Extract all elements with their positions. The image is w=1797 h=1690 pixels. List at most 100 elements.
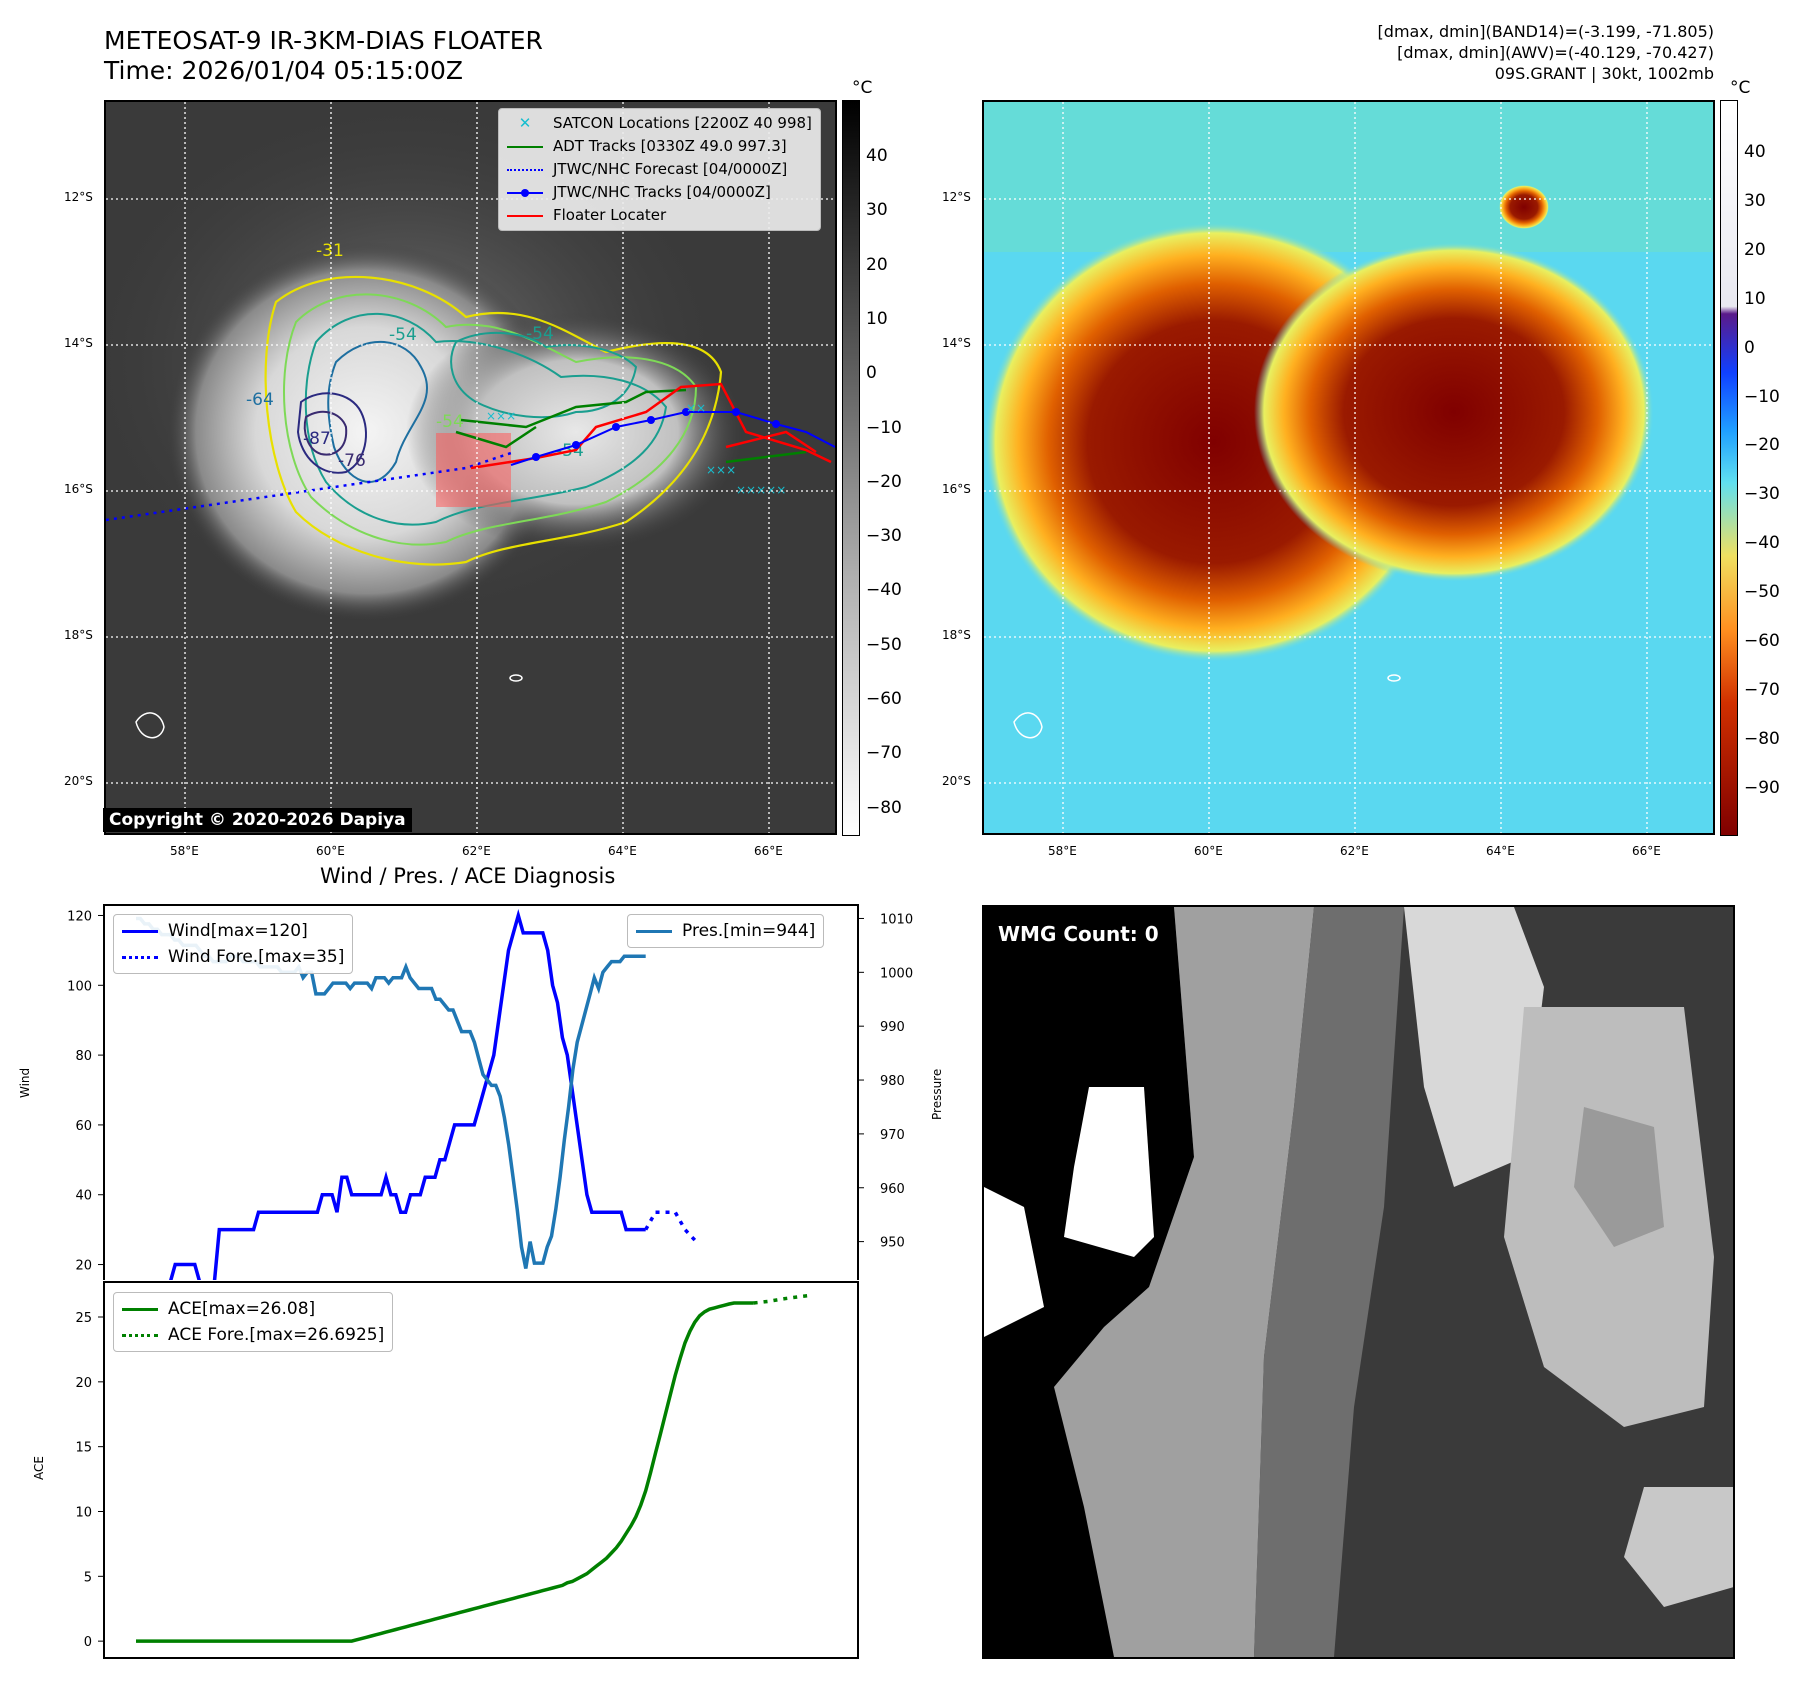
legend-item-wind-forecast: Wind Fore.[max=35]: [122, 944, 344, 970]
ir-colorbar-unit: °C: [852, 78, 873, 98]
ace-tick-label: 15: [75, 1441, 92, 1456]
pressure-tick-label: 980: [880, 1074, 905, 1089]
ir-colorbar: [842, 100, 860, 836]
ace-tick-label: 25: [75, 1311, 92, 1326]
contour-label: -31: [316, 241, 344, 261]
longitude-label: 64°E: [608, 844, 637, 858]
colorbar-tick: −10: [866, 417, 902, 438]
colorbar-tick: −30: [866, 526, 902, 547]
pressure-legend: Pres.[min=944]: [627, 914, 825, 948]
svg-text:××: ××: [686, 401, 706, 415]
awv-colorbar-unit: °C: [1730, 78, 1751, 98]
wind-forecast-line: [644, 1210, 697, 1242]
diagnosis-title: Wind / Pres. / ACE Diagnosis: [320, 864, 616, 888]
pressure-tick-label: 970: [880, 1128, 905, 1143]
contour-label: -64: [246, 390, 274, 410]
legend-item-satcon: ✕ SATCON Locations [2200Z 40 998]: [507, 112, 812, 135]
awv-map-canvas: [984, 102, 1713, 833]
colorbar-tick: 20: [1744, 239, 1766, 260]
legend-label: ACE Fore.[max=26.6925]: [168, 1325, 385, 1345]
dotted-swatch-icon: [507, 168, 543, 171]
colorbar-tick: −90: [1744, 777, 1780, 798]
map-legend: ✕ SATCON Locations [2200Z 40 998] ADT Tra…: [498, 108, 821, 231]
wind-tick-label: 120: [67, 909, 92, 924]
ace-tick-label: 0: [84, 1635, 92, 1650]
legend-item-ace-forecast: ACE Fore.[max=26.6925]: [122, 1322, 384, 1348]
contour-label: -76: [338, 451, 366, 471]
wmg-count: WMG Count: 0: [998, 922, 1159, 946]
awv-colorbar: [1720, 100, 1738, 836]
svg-text:×××: ×××: [486, 409, 516, 423]
ace-legend: ACE[max=26.08] ACE Fore.[max=26.6925]: [113, 1292, 394, 1352]
ace-line: [136, 1301, 754, 1643]
ace-chart[interactable]: 0 5 10 15 20 25: [0, 1280, 980, 1670]
pressure-tick-label: 960: [880, 1182, 905, 1197]
colorbar-tick: −10: [1744, 386, 1780, 407]
line-swatch-icon: [636, 929, 672, 933]
longitude-label: 64°E: [1486, 844, 1515, 858]
legend-label: JTWC/NHC Tracks [04/0000Z]: [553, 183, 771, 201]
colorbar-tick: −40: [1744, 533, 1780, 554]
pressure-tick-label: 990: [880, 1020, 905, 1035]
line-dot-swatch-icon: [507, 188, 543, 197]
island-outline: [1013, 712, 1043, 739]
storm-info: 09S.GRANT | 30kt, 1002mb: [1494, 64, 1714, 83]
pressure-tick-label: 1010: [880, 912, 913, 927]
jtwc-track: [510, 411, 835, 466]
legend-label: Wind Fore.[max=35]: [168, 947, 345, 967]
stats-line-1: [dmax, dmin](BAND14)=(-3.199, -71.805): [1377, 22, 1714, 41]
colorbar-tick: −70: [1744, 679, 1780, 700]
latitude-label: 16°S: [64, 482, 93, 496]
legend-item-forecast: JTWC/NHC Forecast [04/0000Z]: [507, 158, 812, 181]
ir-map-canvas: -31 -54 -54 -64 -87 -76 -54 -54 ××××××××…: [106, 102, 835, 833]
colorbar-tick: 40: [1744, 142, 1766, 162]
longitude-label: 60°E: [316, 844, 345, 858]
pressure-tick-label: 1000: [880, 966, 913, 981]
latitude-label: 18°S: [64, 628, 93, 642]
longitude-label: 66°E: [754, 844, 783, 858]
colorbar-tick: −20: [1744, 435, 1780, 456]
ace-tick-label: 10: [75, 1505, 92, 1520]
island-outline: [1387, 674, 1401, 682]
wind-tick-label: 80: [75, 1049, 92, 1064]
floater-track: [470, 382, 832, 470]
longitude-label: 62°E: [462, 844, 491, 858]
title-line-1: METEOSAT-9 IR-3KM-DIAS FLOATER: [104, 26, 543, 55]
ir-satellite-map[interactable]: -31 -54 -54 -64 -87 -76 -54 -54 ××× ×× ×××…: [104, 100, 837, 835]
pressure-tick-label: 950: [880, 1236, 905, 1251]
line-swatch-icon: [507, 145, 543, 148]
colorbar-tick: −80: [866, 797, 902, 818]
wmg-canvas: [984, 907, 1733, 1657]
legend-item-ace: ACE[max=26.08]: [122, 1296, 384, 1322]
longitude-label: 66°E: [1632, 844, 1661, 858]
colorbar-tick: 40: [866, 146, 888, 166]
copyright-notice: Copyright © 2020-2026 Dapiya: [103, 808, 412, 832]
stats-line-2: [dmax, dmin](AWV)=(-40.129, -70.427): [1397, 43, 1714, 62]
awv-satellite-map[interactable]: [982, 100, 1715, 835]
wind-line: [169, 909, 646, 1280]
contour-label: -54: [526, 324, 554, 344]
wind-tick-label: 40: [75, 1189, 92, 1204]
title-line-2: Time: 2026/01/04 05:15:00Z: [104, 56, 463, 85]
wmg-panel[interactable]: [982, 905, 1735, 1659]
contour-label: -87: [303, 429, 331, 449]
latitude-label: 12°S: [64, 190, 93, 204]
latitude-label: 20°S: [942, 774, 971, 788]
latitude-label: 14°S: [942, 336, 971, 350]
colorbar-tick: 0: [866, 363, 877, 384]
colorbar-tick: 20: [866, 254, 888, 275]
satcon-marks: ×××××××××××××: [486, 401, 786, 497]
colorbar-tick: 30: [1744, 190, 1766, 211]
legend-label: SATCON Locations [2200Z 40 998]: [553, 114, 812, 132]
colorbar-tick: −20: [866, 471, 902, 492]
longitude-label: 60°E: [1194, 844, 1223, 858]
legend-item-floater: Floater Locater: [507, 204, 812, 227]
legend-item-wind: Wind[max=120]: [122, 918, 344, 944]
contour-label: -54: [436, 412, 464, 432]
latitude-label: 12°S: [942, 190, 971, 204]
colorbar-tick: −60: [866, 689, 902, 709]
svg-text:×××: ×××: [706, 463, 736, 477]
wind-tick-label: 60: [75, 1119, 92, 1134]
line-swatch-icon: [507, 214, 543, 217]
legend-item-tracks: JTWC/NHC Tracks [04/0000Z]: [507, 181, 812, 204]
